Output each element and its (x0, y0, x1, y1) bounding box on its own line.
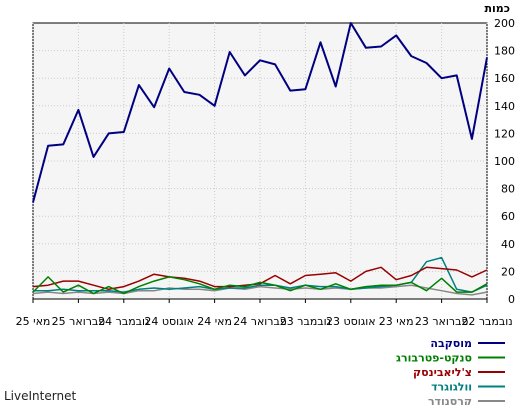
y-tick-label: 80 (501, 183, 515, 196)
series-line-2 (32, 266, 488, 291)
y-axis-label: כמות (485, 2, 510, 15)
y-tick-label: 160 (494, 72, 515, 85)
y-tick-label: 140 (494, 100, 515, 113)
y-tick-label: 40 (501, 238, 515, 251)
x-tick-label: נובמבר 22 (461, 315, 512, 328)
y-tick-label: 0 (508, 293, 515, 306)
y-tick-label: 180 (494, 45, 515, 58)
series-line-4 (32, 284, 488, 296)
x-tick-label: פברואר 24 (233, 315, 287, 328)
x-tick-label: מאי 23 (379, 315, 414, 328)
series-lines (32, 22, 488, 296)
y-tick-label: 20 (501, 265, 515, 278)
y-tick-label: 100 (494, 155, 515, 168)
y-axis-ticks: 0 20 40 60 80 100 120 140 160 180 200 (494, 17, 515, 306)
x-tick-label: פברואר 25 (52, 315, 106, 328)
y-tick-label: 60 (501, 210, 515, 223)
x-tick-label: מאי 24 (197, 315, 232, 328)
legend-label: מוסקבה (430, 337, 472, 350)
series-line-0 (32, 22, 488, 203)
x-tick-label: נובמבר 24 (98, 315, 149, 328)
grid (32, 23, 488, 299)
x-tick-label: נובמבר 23 (280, 315, 331, 328)
legend-label: קרסנודר (428, 395, 472, 405)
legend-label: וולגוגרד (431, 381, 472, 394)
y-tick-label: 120 (494, 127, 515, 140)
legend-label: צ'ליאבינסק (413, 366, 472, 379)
y-tick-label: 200 (494, 17, 515, 30)
brand-logo: LiveInternet (4, 389, 76, 403)
x-tick-label: פברואר 23 (415, 315, 469, 328)
x-tick-label: מאי 25 (16, 315, 51, 328)
x-tick-label: אוגוסט 23 (326, 315, 376, 328)
legend-label: סנקט-פטרבורג (396, 352, 472, 365)
series-line-1 (32, 276, 488, 295)
x-tick-label: אוגוסט 24 (144, 315, 194, 328)
